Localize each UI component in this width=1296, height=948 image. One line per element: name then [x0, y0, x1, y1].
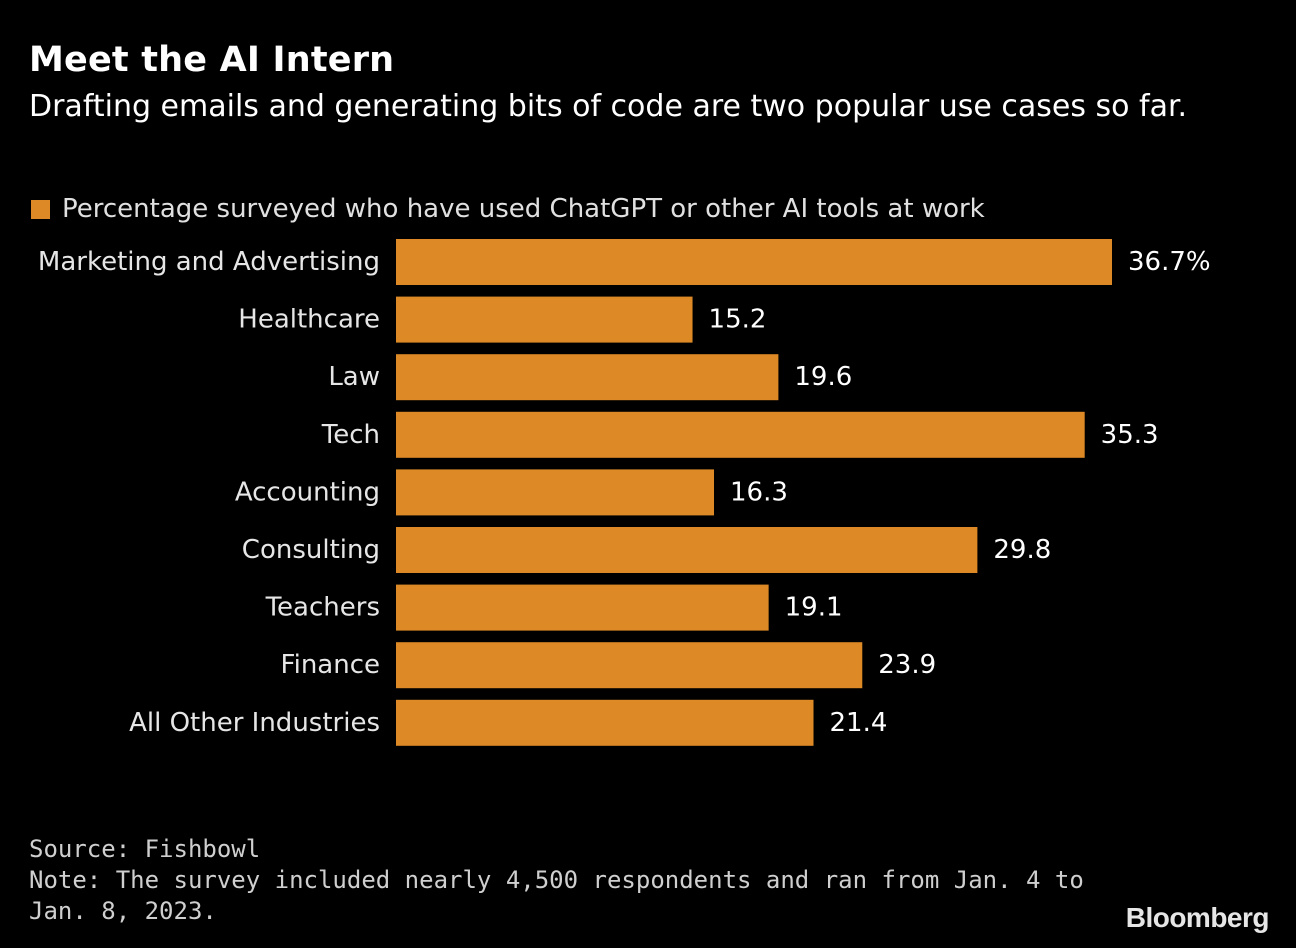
value-label-finance: 23.9 — [878, 650, 936, 680]
category-label-all-other-industries: All Other Industries — [129, 708, 380, 738]
bar-marketing-and-advertising — [396, 239, 1112, 285]
value-label-all-other-industries: 21.4 — [830, 708, 888, 738]
value-label-tech: 35.3 — [1101, 420, 1159, 450]
value-label-teachers: 19.1 — [785, 593, 843, 623]
category-label-accounting: Accounting — [235, 477, 380, 507]
chart-title: Meet the AI Intern — [29, 40, 395, 80]
bar-healthcare — [396, 296, 693, 343]
category-label-marketing-and-advertising: Marketing and Advertising — [38, 247, 380, 277]
category-label-law: Law — [328, 362, 380, 392]
footer: Source: Fishbowl Note: The survey includ… — [29, 834, 1109, 927]
bar-all-other-industries — [396, 699, 814, 746]
bar-tech — [396, 411, 1085, 458]
bar-law — [396, 354, 779, 401]
chart-subtitle: Drafting emails and generating bits of c… — [29, 89, 1188, 124]
value-label-consulting: 29.8 — [993, 535, 1051, 565]
survey-note: Note: The survey included nearly 4,500 r… — [29, 866, 1084, 925]
bar-finance — [396, 642, 863, 689]
legend-swatch — [31, 199, 50, 219]
bar-teachers — [396, 584, 769, 631]
value-label-marketing-and-advertising: 36.7% — [1128, 247, 1211, 277]
category-label-tech: Tech — [321, 420, 380, 450]
value-label-accounting: 16.3 — [730, 477, 788, 507]
legend-label: Percentage surveyed who have used ChatGP… — [62, 194, 985, 224]
legend: Percentage surveyed who have used ChatGP… — [31, 194, 985, 224]
bar-consulting — [396, 527, 978, 573]
category-label-teachers: Teachers — [265, 593, 380, 623]
value-label-law: 19.6 — [794, 362, 852, 392]
source-note: Source: Fishbowl — [29, 835, 261, 863]
category-label-healthcare: Healthcare — [238, 305, 380, 335]
bloomberg-logo: Bloomberg — [1125, 902, 1270, 933]
bar-accounting — [396, 469, 715, 516]
category-label-finance: Finance — [281, 650, 380, 680]
category-label-consulting: Consulting — [242, 535, 380, 565]
value-label-healthcare: 15.2 — [709, 305, 767, 335]
